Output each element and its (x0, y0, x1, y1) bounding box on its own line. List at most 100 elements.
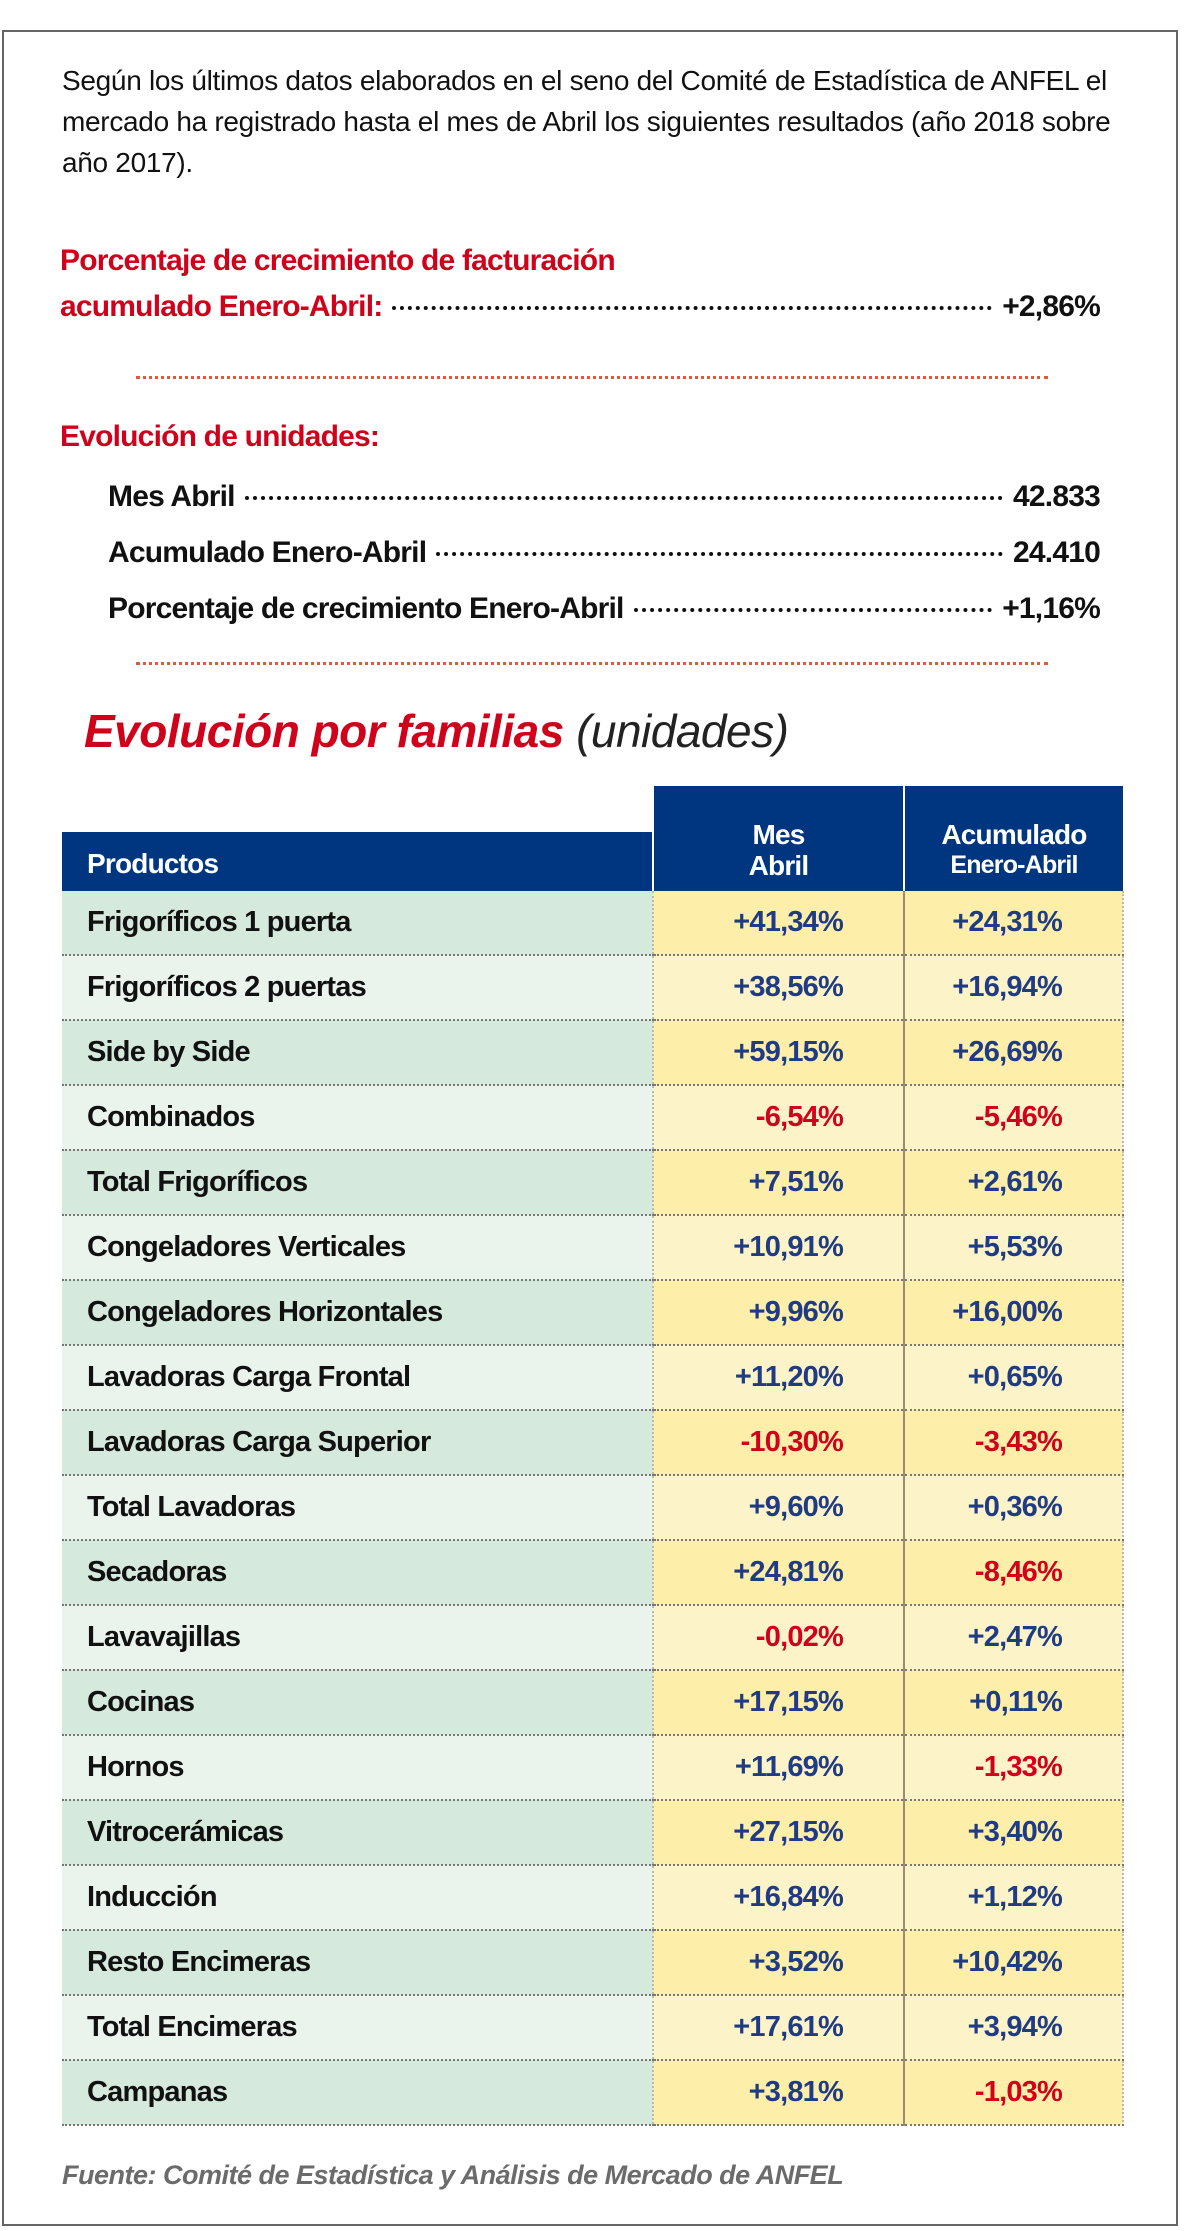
units-list: Mes Abril 42.833 Acumulado Enero-Abril 24.4… (108, 480, 1101, 648)
product-name: Total Frigoríficos (62, 1150, 653, 1216)
product-name: Inducción (62, 1865, 653, 1931)
leader-dots (392, 306, 993, 310)
table-row: Secadoras +24,81% -8,46% (62, 1540, 1124, 1606)
units-value: 24.410 (1013, 536, 1101, 569)
mes-value: -6,54% (652, 1085, 904, 1151)
mes-value: -0,02% (652, 1605, 904, 1671)
header-productos: Productos (62, 832, 653, 891)
table-row: Campanas +3,81% -1,03% (62, 2060, 1124, 2126)
product-name: Congeladores Horizontales (62, 1280, 653, 1346)
table-row: Lavadoras Carga Frontal +11,20% +0,65% (62, 1345, 1124, 1411)
mes-value: +11,20% (652, 1345, 904, 1411)
units-value: +1,16% (1002, 592, 1101, 625)
table-row: Lavavajillas -0,02% +2,47% (62, 1605, 1124, 1671)
source-footer: Fuente: Comité de Estadística y Análisis… (62, 2160, 844, 2190)
mes-value: +16,84% (652, 1865, 904, 1931)
acumulado-value: +16,00% (903, 1280, 1124, 1346)
table-row: Side by Side +59,15% +26,69% (62, 1020, 1124, 1086)
product-name: Vitrocerámicas (62, 1800, 653, 1866)
product-name: Hornos (62, 1735, 653, 1801)
product-name: Total Encimeras (62, 1995, 653, 2061)
mes-value: +9,60% (652, 1475, 904, 1541)
divider (136, 376, 1048, 379)
acumulado-value: +3,40% (903, 1800, 1124, 1866)
facturacion-value: +2,86% (1002, 290, 1101, 323)
mes-value: +17,61% (652, 1995, 904, 2061)
product-name: Lavavajillas (62, 1605, 653, 1671)
units-heading: Evolución de unidades: (60, 420, 380, 453)
acumulado-value: -1,33% (903, 1735, 1124, 1801)
table-row: Cocinas +17,15% +0,11% (62, 1670, 1124, 1736)
acumulado-value: +5,53% (903, 1215, 1124, 1281)
acumulado-value: +16,94% (903, 955, 1124, 1021)
header-mes: Mes Abril (652, 786, 904, 891)
product-name: Resto Encimeras (62, 1930, 653, 1996)
product-name: Combinados (62, 1085, 653, 1151)
table-row: Inducción +16,84% +1,12% (62, 1865, 1124, 1931)
acumulado-value: -1,03% (903, 2060, 1124, 2126)
table-title-main: Evolución por familias (84, 705, 564, 757)
table-row: Lavadoras Carga Superior -10,30% -3,43% (62, 1410, 1124, 1476)
acumulado-value: +0,36% (903, 1475, 1124, 1541)
families-table: Mes Abril Acumulado Enero-Abril Producto… (62, 786, 1124, 2126)
table-row: Congeladores Horizontales +9,96% +16,00% (62, 1280, 1124, 1346)
table-row: Resto Encimeras +3,52% +10,42% (62, 1930, 1124, 1996)
acumulado-value: +24,31% (903, 891, 1124, 956)
units-item: Porcentaje de crecimiento Enero-Abril +1,… (108, 592, 1101, 648)
acumulado-value: -8,46% (903, 1540, 1124, 1606)
table-row: Total Encimeras +17,61% +3,94% (62, 1995, 1124, 2061)
mes-value: +7,51% (652, 1150, 904, 1216)
acumulado-value: +2,47% (903, 1605, 1124, 1671)
units-label: Acumulado Enero-Abril (108, 536, 427, 569)
acumulado-value: +10,42% (903, 1930, 1124, 1996)
acumulado-value: +0,11% (903, 1670, 1124, 1736)
product-name: Frigoríficos 1 puerta (62, 891, 653, 956)
product-name: Congeladores Verticales (62, 1215, 653, 1281)
units-item: Mes Abril 42.833 (108, 480, 1101, 536)
header-acumulado: Acumulado Enero-Abril (903, 786, 1123, 891)
facturacion-label-line1: Porcentaje de crecimiento de facturación (60, 244, 616, 277)
mes-value: +3,52% (652, 1930, 904, 1996)
product-name: Side by Side (62, 1020, 653, 1086)
table-row: Combinados -6,54% -5,46% (62, 1085, 1124, 1151)
units-value: 42.833 (1013, 480, 1101, 513)
units-label: Mes Abril (108, 480, 236, 513)
acumulado-value: +2,61% (903, 1150, 1124, 1216)
acumulado-value: +3,94% (903, 1995, 1124, 2061)
table-row: Total Frigoríficos +7,51% +2,61% (62, 1150, 1124, 1216)
mes-value: +27,15% (652, 1800, 904, 1866)
mes-value: -10,30% (652, 1410, 904, 1476)
mes-value: +9,96% (652, 1280, 904, 1346)
table-row: Frigoríficos 1 puerta +41,34% +24,31% (62, 891, 1124, 956)
mes-value: +59,15% (652, 1020, 904, 1086)
facturacion-label-line2: acumulado Enero-Abril: (60, 290, 383, 323)
mes-value: +38,56% (652, 955, 904, 1021)
product-name: Cocinas (62, 1670, 653, 1736)
product-name: Total Lavadoras (62, 1475, 653, 1541)
leader-dots (436, 552, 1004, 556)
acumulado-value: -5,46% (903, 1085, 1124, 1151)
divider (136, 662, 1048, 665)
product-name: Lavadoras Carga Frontal (62, 1345, 653, 1411)
units-item: Acumulado Enero-Abril 24.410 (108, 536, 1101, 592)
intro-text: Según los últimos datos elaborados en el… (62, 65, 1111, 178)
table-row: Vitrocerámicas +27,15% +3,40% (62, 1800, 1124, 1866)
table-row: Hornos +11,69% -1,33% (62, 1735, 1124, 1801)
mes-value: +41,34% (652, 891, 904, 956)
table-title: Evolución por familias (unidades) (84, 704, 789, 758)
product-name: Lavadoras Carga Superior (62, 1410, 653, 1476)
mes-value: +24,81% (652, 1540, 904, 1606)
mes-value: +11,69% (652, 1735, 904, 1801)
leader-dots (633, 608, 993, 612)
mes-value: +17,15% (652, 1670, 904, 1736)
table-row: Frigoríficos 2 puertas +38,56% +16,94% (62, 955, 1124, 1021)
product-name: Frigoríficos 2 puertas (62, 955, 653, 1021)
table-row: Congeladores Verticales +10,91% +5,53% (62, 1215, 1124, 1281)
acumulado-value: +26,69% (903, 1020, 1124, 1086)
acumulado-value: -3,43% (903, 1410, 1124, 1476)
table-row: Total Lavadoras +9,60% +0,36% (62, 1475, 1124, 1541)
mes-value: +3,81% (652, 2060, 904, 2126)
frame (2, 30, 1178, 2226)
acumulado-value: +1,12% (903, 1865, 1124, 1931)
table-title-sub: (unidades) (576, 705, 789, 757)
